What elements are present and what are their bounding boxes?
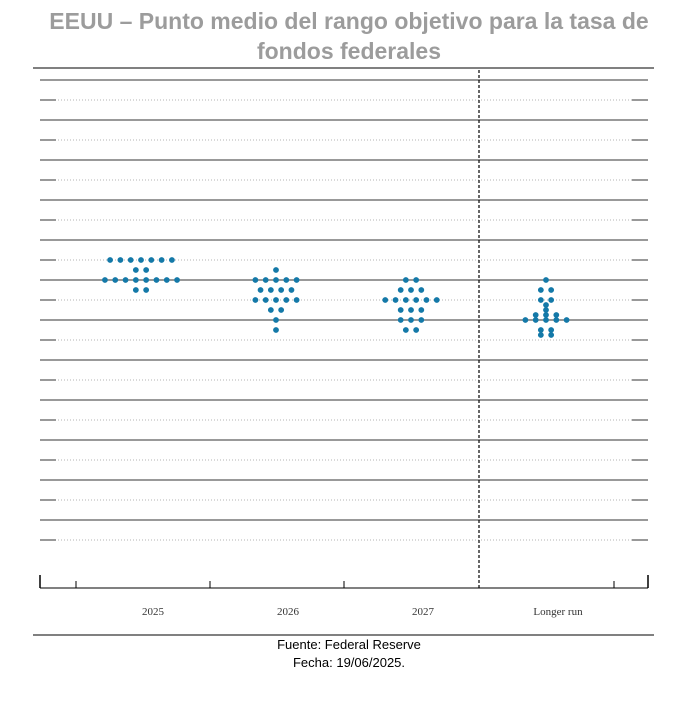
projection-dot	[273, 297, 279, 303]
projection-dot	[553, 317, 560, 323]
projection-dot	[293, 277, 300, 283]
source-note: Fuente: Federal Reserve	[277, 637, 421, 652]
projection-dot	[408, 317, 414, 323]
chart-title: EEUU – Punto medio del rango objetivo pa…	[0, 6, 698, 66]
projection-dot	[138, 257, 144, 263]
projection-dot	[413, 327, 420, 333]
projection-dot	[392, 297, 399, 303]
projection-dot	[543, 317, 549, 323]
projection-dot	[433, 297, 440, 303]
projection-dot	[548, 287, 555, 293]
projection-dot	[402, 327, 409, 333]
projection-dot	[397, 317, 404, 323]
projection-dot	[112, 277, 119, 283]
projection-dot	[402, 277, 409, 283]
x-tick-label: Longer run	[533, 606, 583, 618]
projection-dot	[163, 277, 170, 283]
x-tick-label: 2027	[412, 606, 435, 618]
projection-dot	[132, 287, 139, 293]
projection-dot	[158, 257, 165, 263]
projection-dot	[537, 327, 544, 333]
projection-dot	[257, 287, 264, 293]
projection-dot	[548, 297, 555, 303]
projection-dot	[413, 297, 420, 303]
projection-dot	[288, 287, 295, 293]
projection-dot	[283, 297, 290, 303]
projection-dot	[262, 297, 269, 303]
projection-dot	[252, 277, 259, 283]
projection-dot	[537, 297, 544, 303]
projection-dot	[143, 267, 150, 273]
projection-dot	[418, 307, 425, 313]
projection-dot	[278, 287, 285, 293]
x-tick-label: 2025	[142, 606, 165, 618]
projection-dot	[553, 312, 560, 318]
projection-dot	[273, 267, 279, 273]
projection-dot	[169, 257, 175, 263]
projection-dot	[543, 302, 549, 308]
projection-dot	[283, 277, 290, 283]
projection-dot	[102, 277, 108, 283]
projection-dot	[423, 297, 430, 303]
projection-dot	[174, 277, 180, 283]
projection-dot	[148, 257, 155, 263]
projection-dot	[418, 317, 425, 323]
projection-dot	[522, 317, 529, 323]
projection-dot	[537, 287, 544, 293]
projection-dot	[273, 277, 279, 283]
projection-dot	[537, 332, 544, 338]
projection-dot	[122, 277, 129, 283]
x-tick-label: 2026	[277, 606, 300, 618]
projection-dot	[107, 257, 113, 263]
projection-dot	[262, 277, 269, 283]
chart-title-line-1: EEUU – Punto medio del rango objetivo pa…	[49, 8, 649, 34]
chart-title-line-2: fondos federales	[256, 38, 442, 64]
projection-dot	[127, 257, 134, 263]
projection-dot	[397, 287, 404, 293]
projection-dot	[132, 267, 139, 273]
projection-dot	[273, 317, 279, 323]
projection-dot	[273, 327, 279, 333]
projection-dot	[117, 257, 124, 263]
projection-dot	[143, 287, 150, 293]
projection-dot	[267, 307, 274, 313]
projection-dot	[143, 277, 150, 283]
projection-dot	[397, 307, 404, 313]
projection-dot	[267, 287, 274, 293]
projection-dot	[402, 297, 409, 303]
projection-dot	[543, 312, 549, 318]
projection-dot	[382, 297, 389, 303]
projection-dot	[252, 297, 259, 303]
projection-dot	[543, 307, 549, 313]
projection-dot	[293, 297, 300, 303]
projection-dot	[532, 312, 539, 318]
projection-dot	[548, 327, 555, 333]
projection-dot	[418, 287, 425, 293]
projection-dot	[153, 277, 160, 283]
projection-dot	[543, 277, 549, 283]
date-note: Fecha: 19/06/2025.	[292, 655, 406, 670]
projection-dot	[548, 332, 555, 338]
projection-dot	[278, 307, 285, 313]
projection-dot	[563, 317, 570, 323]
projection-dot	[408, 287, 414, 293]
projection-dot	[408, 307, 414, 313]
projection-dot	[413, 277, 420, 283]
projection-dot	[132, 277, 139, 283]
projection-dot	[532, 317, 539, 323]
